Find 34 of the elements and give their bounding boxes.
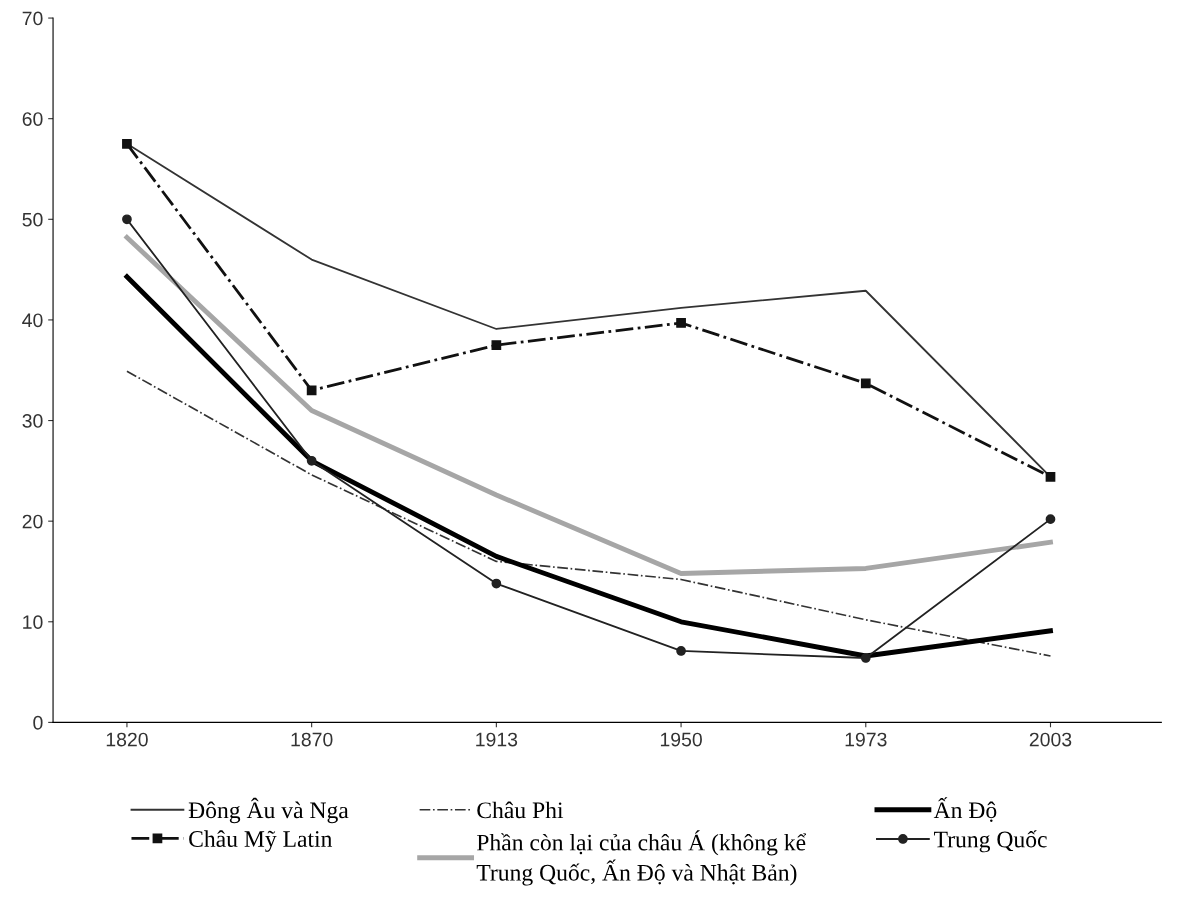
point bbox=[1045, 514, 1056, 525]
point bbox=[306, 455, 317, 466]
line-series bbox=[126, 370, 1052, 657]
x-tick-label: 1870 bbox=[291, 732, 333, 747]
y-tick-label: 20 bbox=[22, 514, 43, 529]
line-series bbox=[124, 234, 1053, 576]
legend-label: Đông Âu và Nga bbox=[188, 797, 349, 824]
point bbox=[676, 318, 686, 328]
legend-label: Ấn Độ bbox=[933, 797, 997, 822]
x-tick-label: 1913 bbox=[476, 732, 518, 747]
legend-label: Trung Quốc bbox=[934, 830, 1047, 853]
y-tick-label: 70 bbox=[22, 11, 43, 26]
point bbox=[676, 646, 686, 656]
legend-label: Châu Phi bbox=[477, 801, 564, 819]
y-tick-label: 10 bbox=[23, 615, 43, 630]
point bbox=[1045, 472, 1056, 482]
point bbox=[122, 138, 132, 149]
y-tick-label: 40 bbox=[22, 313, 43, 328]
point bbox=[306, 385, 317, 396]
legend-label: Châu Mỹ Latin bbox=[189, 830, 333, 852]
legend-label: Phần còn lại của châu Á (không kể Trung Quốc, Ấn Độ và Nhật Bản) bbox=[476, 830, 807, 886]
x-tick-label: 1820 bbox=[106, 732, 148, 747]
y-tick-label: 30 bbox=[22, 414, 43, 428]
x-tick-label: 1973 bbox=[845, 732, 887, 747]
point bbox=[491, 578, 502, 589]
x-tick-label: 1950 bbox=[660, 732, 702, 747]
point bbox=[860, 378, 871, 389]
point bbox=[122, 214, 132, 225]
y-tick-label: 0 bbox=[33, 715, 43, 730]
x-tick-label: 2003 bbox=[1029, 732, 1072, 747]
y-tick-label: 60 bbox=[22, 112, 43, 126]
y-tick-label: 50 bbox=[22, 212, 43, 227]
point bbox=[491, 340, 502, 350]
point bbox=[860, 653, 871, 663]
